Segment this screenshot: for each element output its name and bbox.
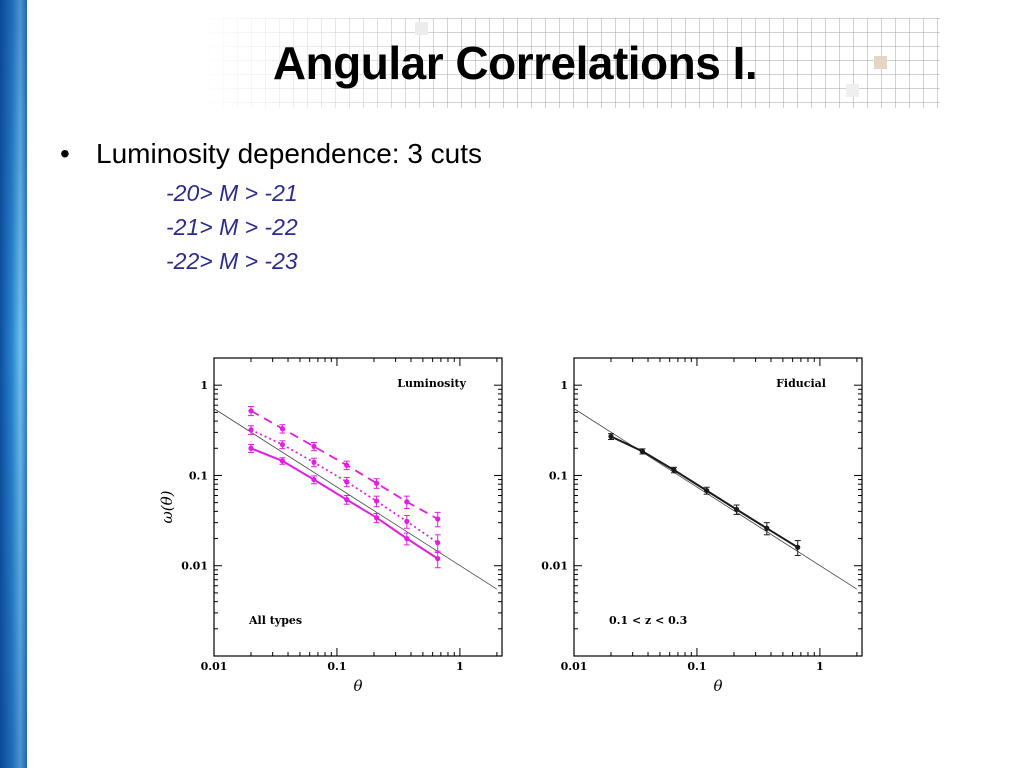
luminosity-panel: 0.01 0.1 1 0.01 0.1 1 θ ω(θ) Luminosity All types bbox=[158, 357, 503, 695]
y-tick-label: 0.1 bbox=[189, 469, 208, 482]
y-tick-label: 0.01 bbox=[541, 560, 568, 573]
panel-annotation: Fiducial bbox=[776, 377, 826, 390]
data-point bbox=[344, 479, 350, 485]
bullet-text: Luminosity dependence: 3 cuts bbox=[96, 138, 483, 169]
header-grid-accent bbox=[874, 56, 887, 69]
data-point bbox=[248, 445, 254, 451]
magnitude-cut-list: -20> M > -21 -21> M > -22 -22> M > -23 bbox=[166, 178, 298, 280]
data-point bbox=[279, 458, 285, 464]
data-point bbox=[373, 498, 380, 504]
data-point bbox=[608, 433, 614, 440]
slide-title: Angular Correlations I. bbox=[272, 37, 758, 89]
panel-annotation: Luminosity bbox=[397, 377, 466, 390]
x-tick-label: 0.1 bbox=[687, 660, 706, 673]
y-tick-label: 1 bbox=[200, 379, 208, 392]
y-tick-label: 0.01 bbox=[181, 560, 208, 573]
panel-annotation: 0.1 < z < 0.3 bbox=[609, 614, 687, 627]
data-point bbox=[435, 540, 441, 546]
data-point bbox=[311, 443, 317, 449]
header-grid-accent bbox=[415, 22, 428, 35]
panel-annotation: All types bbox=[248, 614, 302, 627]
data-point bbox=[248, 427, 254, 433]
data-point bbox=[671, 467, 677, 473]
tick-marks bbox=[213, 357, 502, 657]
x-tick-label: 0.01 bbox=[201, 660, 228, 673]
data-point bbox=[639, 448, 645, 454]
y-tick-label: 1 bbox=[560, 379, 568, 392]
bullet-dot-icon: • bbox=[60, 138, 70, 169]
data-point bbox=[795, 544, 801, 550]
data-point bbox=[704, 487, 710, 494]
x-tick-label: 0.1 bbox=[327, 660, 346, 673]
tick-marks bbox=[573, 357, 862, 657]
data-point bbox=[373, 480, 380, 486]
data-point bbox=[279, 426, 285, 432]
data-point bbox=[733, 506, 740, 513]
magnitude-cut-item: -20> M > -21 bbox=[166, 180, 298, 206]
data-point bbox=[404, 499, 410, 505]
data-point bbox=[279, 441, 285, 448]
y-axis-label: ω(θ) bbox=[158, 490, 176, 523]
x-tick-label: 1 bbox=[816, 660, 824, 673]
x-axis-label: θ bbox=[713, 677, 722, 695]
y-tick-label: 0.1 bbox=[549, 469, 568, 482]
reference-power-law-line bbox=[213, 408, 498, 590]
x-tick-label: 0.01 bbox=[561, 660, 588, 673]
data-point bbox=[435, 555, 441, 562]
x-tick-label: 1 bbox=[456, 660, 464, 673]
data-point bbox=[404, 518, 410, 524]
x-axis-label: θ bbox=[353, 677, 362, 695]
magnitude-cut-item: -21> M > -22 bbox=[166, 214, 298, 240]
data-point bbox=[248, 408, 254, 414]
plot-frame bbox=[213, 357, 503, 657]
fiducial-panel: 0.01 0.1 1 0.01 0.1 1 θ Fiducial 0.1 < z < 0.3 bbox=[541, 357, 863, 695]
bullet-line: • Luminosity dependence: 3 cuts bbox=[60, 138, 482, 170]
left-accent-bar bbox=[0, 0, 27, 768]
data-point bbox=[344, 497, 350, 503]
data-point bbox=[373, 515, 380, 521]
plot-frame bbox=[573, 357, 863, 657]
data-point bbox=[344, 462, 350, 468]
data-point bbox=[435, 516, 441, 522]
header-grid-accent bbox=[846, 84, 859, 97]
reference-power-law-line bbox=[573, 408, 858, 590]
data-point bbox=[311, 476, 317, 483]
header-grid-pattern bbox=[195, 18, 940, 108]
data-point bbox=[311, 459, 317, 465]
magnitude-cut-item: -22> M > -23 bbox=[166, 248, 298, 274]
data-point bbox=[764, 525, 770, 531]
data-point bbox=[404, 535, 410, 542]
